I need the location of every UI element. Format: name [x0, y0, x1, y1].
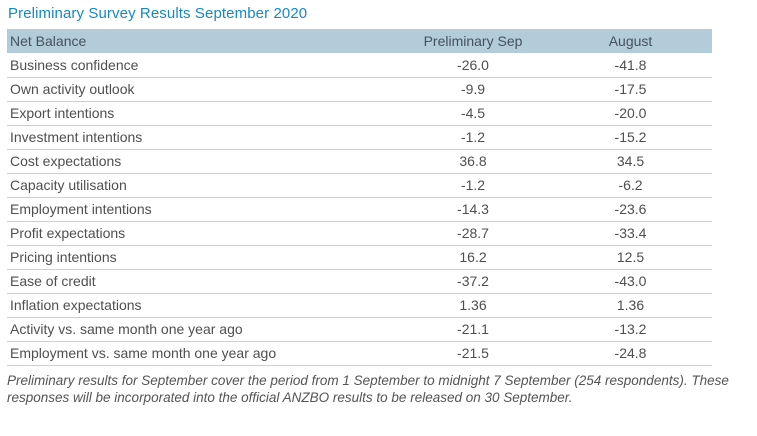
page-title: Preliminary Survey Results September 202…: [8, 5, 308, 22]
row-august-value: -15.2: [549, 125, 712, 150]
column-header-preliminary-sep: Preliminary Sep: [397, 29, 549, 53]
row-preliminary-sep-value: 36.8: [397, 149, 549, 174]
row-preliminary-sep-value: -9.9: [397, 77, 549, 102]
row-label: Employment intentions: [7, 197, 397, 222]
row-preliminary-sep-value: -28.7: [397, 221, 549, 246]
row-label: Inflation expectations: [7, 293, 397, 318]
row-august-value: -20.0: [549, 101, 712, 126]
row-label: Profit expectations: [7, 221, 397, 246]
column-header-august: August: [549, 29, 712, 53]
row-preliminary-sep-value: -1.2: [397, 173, 549, 198]
row-august-value: 12.5: [549, 245, 712, 270]
row-august-value: -13.2: [549, 317, 712, 342]
row-august-value: -23.6: [549, 197, 712, 222]
row-preliminary-sep-value: -14.3: [397, 197, 549, 222]
row-label: Export intentions: [7, 101, 397, 126]
column-header-net-balance: Net Balance: [7, 29, 397, 53]
row-label: Employment vs. same month one year ago: [7, 341, 397, 366]
row-label: Investment intentions: [7, 125, 397, 150]
table-row: Own activity outlook -9.9 -17.5: [7, 77, 712, 102]
row-preliminary-sep-value: -37.2: [397, 269, 549, 294]
row-label: Activity vs. same month one year ago: [7, 317, 397, 342]
table-row: Investment intentions -1.2 -15.2: [7, 125, 712, 150]
row-august-value: -43.0: [549, 269, 712, 294]
row-label: Own activity outlook: [7, 77, 397, 102]
table-row: Ease of credit -37.2 -43.0: [7, 269, 712, 294]
row-august-value: -24.8: [549, 341, 712, 366]
table-row: Pricing intentions 16.2 12.5: [7, 245, 712, 270]
row-august-value: -41.8: [549, 53, 712, 78]
report-page: Preliminary Survey Results September 202…: [7, 5, 729, 405]
row-label: Cost expectations: [7, 149, 397, 174]
table-row: Inflation expectations 1.36 1.36: [7, 293, 712, 318]
row-preliminary-sep-value: -21.1: [397, 317, 549, 342]
row-preliminary-sep-value: 1.36: [397, 293, 549, 318]
row-preliminary-sep-value: 16.2: [397, 245, 549, 270]
table-row: Cost expectations 36.8 34.5: [7, 149, 712, 174]
table-row: Employment vs. same month one year ago -2…: [7, 341, 712, 366]
row-august-value: -6.2: [549, 173, 712, 198]
row-preliminary-sep-value: -21.5: [397, 341, 549, 366]
table-header-row: Net Balance Preliminary Sep August: [7, 29, 712, 53]
row-august-value: -33.4: [549, 221, 712, 246]
table-row: Employment intentions -14.3 -23.6: [7, 197, 712, 222]
table-body: Business confidence -26.0 -41.8 Own activit…: [7, 53, 712, 366]
row-label: Business confidence: [7, 53, 397, 78]
row-august-value: -17.5: [549, 77, 712, 102]
table-row: Business confidence -26.0 -41.8: [7, 53, 712, 78]
survey-results-table: Net Balance Preliminary Sep August Busin…: [7, 29, 712, 366]
row-label: Pricing intentions: [7, 245, 397, 270]
row-label: Ease of credit: [7, 269, 397, 294]
table-row: Profit expectations -28.7 -33.4: [7, 221, 712, 246]
table-row: Export intentions -4.5 -20.0: [7, 101, 712, 126]
table-row: Activity vs. same month one year ago -21.…: [7, 317, 712, 342]
footnote: Preliminary results for September cover …: [7, 372, 729, 405]
row-preliminary-sep-value: -26.0: [397, 53, 549, 78]
row-label: Capacity utilisation: [7, 173, 397, 198]
row-august-value: 1.36: [549, 293, 712, 318]
row-preliminary-sep-value: -1.2: [397, 125, 549, 150]
table-row: Capacity utilisation -1.2 -6.2: [7, 173, 712, 198]
row-preliminary-sep-value: -4.5: [397, 101, 549, 126]
row-august-value: 34.5: [549, 149, 712, 174]
